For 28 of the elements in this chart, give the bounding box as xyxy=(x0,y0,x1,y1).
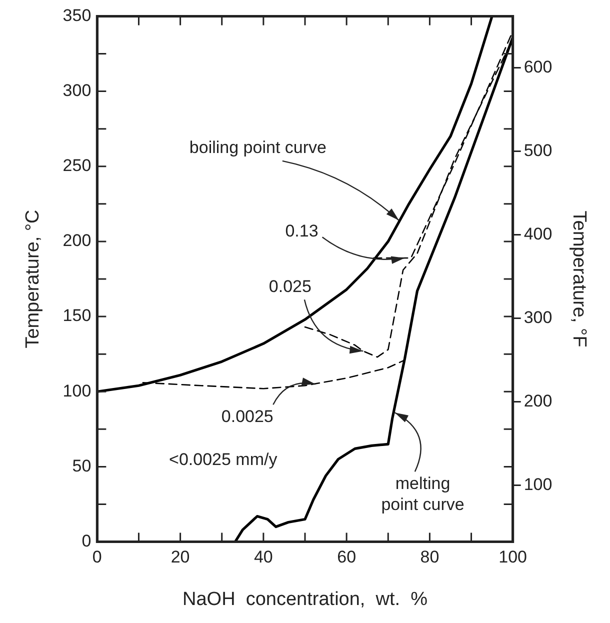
y2-tick-label: 200 xyxy=(524,391,552,410)
y2-axis-title: Temperature, °F xyxy=(568,210,590,348)
annotation: boiling point curve xyxy=(189,138,326,158)
y-tick-label: 150 xyxy=(62,306,92,326)
y-tick-label: 350 xyxy=(62,6,92,25)
x-axis-title: NaOH concentration, wt. % xyxy=(182,588,428,610)
y-tick-label: 300 xyxy=(62,80,92,100)
x-tick-label: 20 xyxy=(170,548,190,567)
x-tick-label: 60 xyxy=(337,548,356,567)
y2-tick-label: 600 xyxy=(524,58,552,77)
x-tick-label: 40 xyxy=(254,548,273,567)
y2-tick-label: 400 xyxy=(524,224,552,244)
y2-tick-label: 500 xyxy=(524,141,552,160)
y2-tick-label: 300 xyxy=(524,308,552,327)
annotation: <0.0025 mm/y xyxy=(169,450,278,470)
y-tick-label: 0 xyxy=(82,531,92,550)
annotation: 0.0025 xyxy=(221,406,274,426)
y-tick-label: 250 xyxy=(62,156,92,176)
y-tick-label: 100 xyxy=(62,381,92,400)
y-axis-title: Temperature, °C xyxy=(22,210,44,348)
x-tick-label: 100 xyxy=(498,548,528,567)
annotation: 0.025 xyxy=(268,276,312,296)
annotation: melting point curve xyxy=(381,474,464,514)
x-tick-label: 80 xyxy=(420,548,440,567)
y2-tick-label: 100 xyxy=(524,474,552,494)
y-tick-label: 50 xyxy=(72,456,92,476)
y-tick-label: 200 xyxy=(62,231,92,250)
annotation: 0.13 xyxy=(285,222,318,241)
